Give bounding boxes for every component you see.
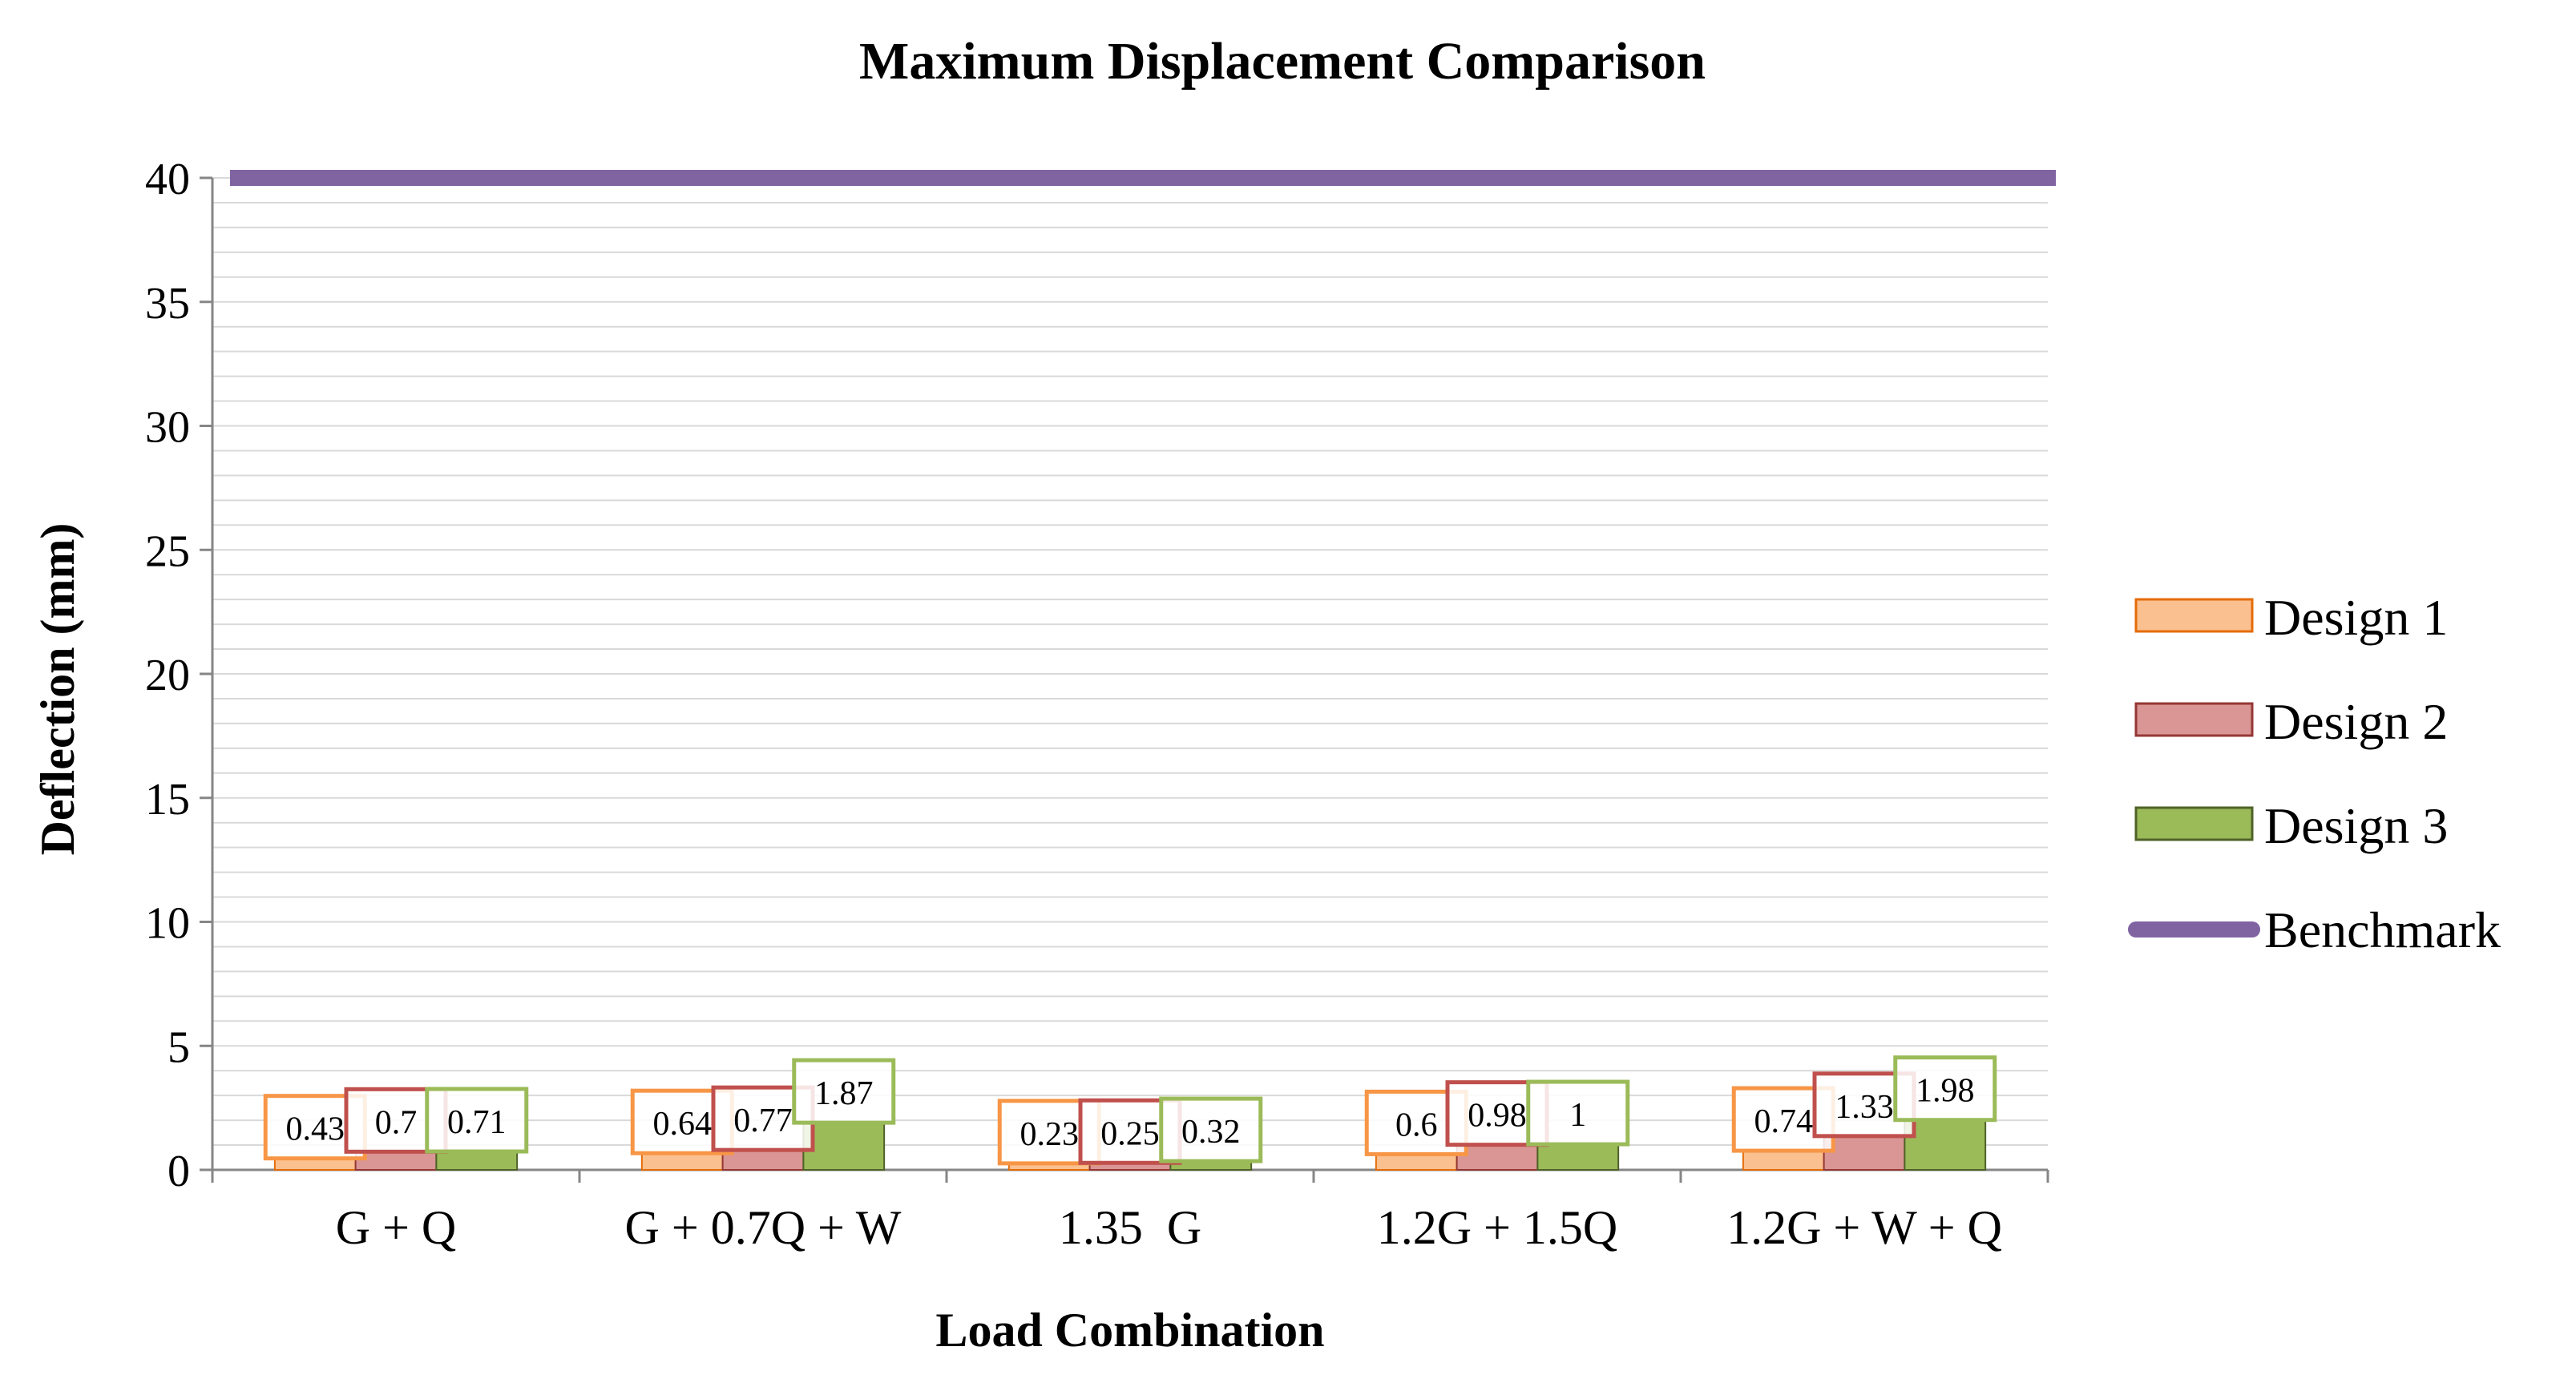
data-label: 0.6: [1395, 1107, 1438, 1143]
bar-design-3: [1536, 1144, 1620, 1171]
y-axis-title: Deflection (mm): [31, 523, 84, 856]
axes: [200, 176, 2049, 1183]
data-label: 0.43: [285, 1111, 345, 1148]
x-tick-label: G + 0.7Q + W: [625, 1201, 902, 1254]
bar-design-1: [640, 1153, 724, 1171]
y-tick-label: 30: [145, 403, 190, 453]
data-label: 0.7: [375, 1104, 418, 1141]
bar-design-3: [1904, 1119, 1987, 1171]
y-tick-labels: 0 5 10 15 20 25 30 35 40: [145, 155, 190, 1196]
x-tick-label: 1.2G + W + Q: [1726, 1201, 2002, 1254]
data-label: 0.23: [1019, 1116, 1079, 1153]
bar-design-2: [1456, 1144, 1539, 1171]
bar-design-3: [802, 1123, 886, 1171]
data-label: 0.64: [652, 1106, 712, 1143]
data-label: 1: [1569, 1097, 1586, 1134]
bar-design-2: [1823, 1135, 1906, 1171]
x-tick-label: 1.2G + 1.5Q: [1377, 1201, 1618, 1254]
benchmark-point: [1863, 177, 1865, 179]
benchmark-point: [762, 177, 764, 179]
data-label: 0.98: [1468, 1098, 1527, 1135]
chart-title: Maximum Displacement Comparison: [859, 32, 1706, 91]
benchmark-point: [395, 177, 397, 179]
bar-design-1: [1742, 1151, 1825, 1171]
data-label-box: [1159, 1096, 1263, 1163]
benchmark-point: [1129, 177, 1131, 179]
data-label-box: [1526, 1079, 1630, 1147]
data-label: 1.98: [1916, 1073, 1975, 1110]
data-label: 0.77: [733, 1103, 793, 1139]
bar-design-2: [354, 1151, 438, 1171]
x-tick-label: 1.35 G: [1059, 1201, 1201, 1254]
legend-label: Design 3: [2264, 797, 2448, 854]
y-tick-label: 20: [145, 651, 190, 700]
legend-swatch: [2134, 702, 2254, 737]
data-label: 1.33: [1835, 1089, 1894, 1126]
data-label-box: [792, 1058, 896, 1125]
legend: Design 1 Design 2 Design 3 Benchmark: [2128, 589, 2501, 958]
x-axis-title: Load Combination: [935, 1304, 1324, 1357]
legend-label: Benchmark: [2264, 901, 2501, 958]
x-tick-label: G + Q: [336, 1201, 457, 1254]
data-label: 0.25: [1100, 1115, 1160, 1152]
bar-design-1: [273, 1158, 357, 1171]
legend-label: Design 1: [2264, 589, 2448, 646]
y-tick-label: 15: [145, 775, 190, 825]
benchmark-point: [1496, 177, 1498, 179]
legend-label: Design 2: [2264, 693, 2448, 750]
y-tick-label: 35: [145, 279, 190, 329]
data-label: 0.32: [1181, 1114, 1241, 1151]
gridlines: [212, 177, 2048, 1147]
data-label: 1.87: [814, 1075, 874, 1112]
bar-design-3: [435, 1151, 519, 1171]
data-label-box: [425, 1087, 529, 1154]
legend-swatch: [2134, 598, 2254, 633]
y-tick-label: 0: [168, 1147, 190, 1196]
y-tick-label: 40: [145, 155, 190, 204]
data-label: 0.71: [447, 1104, 507, 1141]
y-tick-label: 5: [168, 1022, 190, 1072]
data-labels: 0.43 0.64 0.23 0.6 0.74 0.7 0.77 0.25 0.98 1.33 0.…: [263, 1055, 1997, 1166]
y-tick-label: 10: [145, 899, 190, 949]
data-label: 0.74: [1754, 1103, 1813, 1140]
data-label-box: [1893, 1055, 1997, 1123]
bars: [273, 1119, 1987, 1171]
y-tick-label: 25: [145, 526, 190, 576]
x-tick-labels: G + Q G + 0.7Q + W 1.35 G 1.2G + 1.5Q 1.2G +…: [336, 1201, 2002, 1254]
bar-design-2: [721, 1150, 805, 1171]
legend-swatch: [2134, 806, 2254, 841]
benchmark-series: [230, 170, 2056, 186]
bar-design-1: [1375, 1154, 1458, 1171]
